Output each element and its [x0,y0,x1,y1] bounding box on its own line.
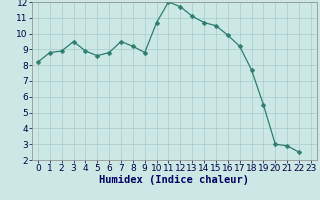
X-axis label: Humidex (Indice chaleur): Humidex (Indice chaleur) [100,175,249,185]
